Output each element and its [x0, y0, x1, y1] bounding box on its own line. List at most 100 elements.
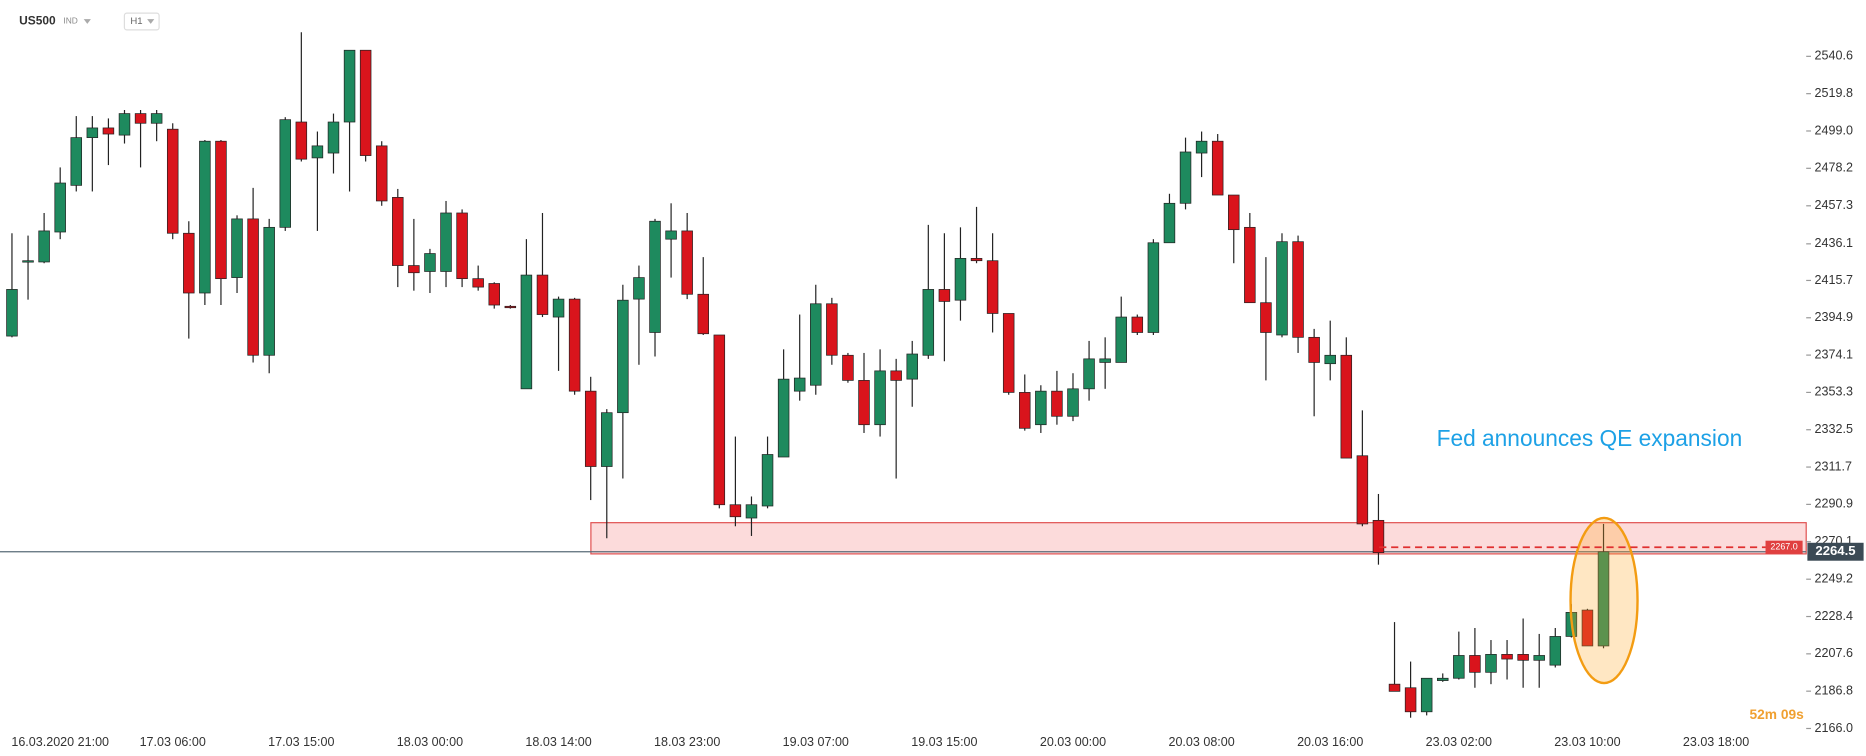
- candle-body: [697, 293, 709, 335]
- candle-body: [1356, 455, 1369, 525]
- countdown: 52m 09s: [1750, 707, 1805, 722]
- candle-body: [1002, 313, 1015, 393]
- order-price-label: 2267.0: [1770, 542, 1797, 552]
- candle-body: [1228, 194, 1240, 231]
- candle-body: [1211, 140, 1224, 196]
- candle-body: [118, 113, 131, 136]
- candle-body: [488, 283, 500, 306]
- y-tick-label: 2394.9: [1815, 310, 1853, 324]
- y-tick-label: 2228.4: [1815, 609, 1853, 623]
- y-tick-label: 2519.8: [1815, 86, 1853, 100]
- x-tick-label: 23.03 02:00: [1426, 735, 1492, 749]
- x-tick-label: 23.03 18:00: [1683, 735, 1749, 749]
- candle-body: [1067, 388, 1079, 417]
- last-price-box: [1807, 542, 1864, 561]
- timeframe-box[interactable]: [123, 12, 160, 31]
- candle-body: [1485, 654, 1497, 673]
- candle-body: [745, 504, 758, 519]
- candle-body: [472, 278, 484, 288]
- candle-body: [343, 49, 356, 123]
- y-tick-label: 2290.9: [1815, 497, 1853, 511]
- candle-body: [1372, 519, 1385, 554]
- candle-body: [1453, 655, 1465, 679]
- x-tick-label: 17.03 06:00: [140, 735, 206, 749]
- last-price-label: 2264.5: [1815, 543, 1855, 558]
- candle-body: [1051, 390, 1063, 417]
- x-tick-label: 20.03 08:00: [1168, 735, 1234, 749]
- y-tick-label: 2436.1: [1815, 236, 1853, 250]
- y-tick-label: 2166.0: [1815, 721, 1853, 735]
- candle-body: [424, 253, 436, 272]
- y-tick-label: 2374.1: [1815, 347, 1853, 361]
- candle-body: [810, 303, 822, 386]
- x-tick-label: 18.03 00:00: [397, 735, 463, 749]
- candle-body: [761, 454, 774, 507]
- candle-body: [1035, 390, 1047, 426]
- order-price-box: [1765, 540, 1803, 554]
- candle-body: [665, 230, 677, 240]
- candle-body: [938, 289, 951, 302]
- x-tick-label: 17.03 15:00: [268, 735, 334, 749]
- candle-body: [1404, 687, 1417, 713]
- candle-body: [1437, 677, 1449, 681]
- x-tick-label: 16.03.2020 21:00: [11, 735, 109, 749]
- candle-body: [1099, 358, 1111, 363]
- candle-body: [793, 377, 806, 392]
- candle-body: [150, 113, 163, 124]
- candle-body: [231, 218, 243, 278]
- candle-body: [1581, 609, 1594, 647]
- candle-body: [6, 289, 18, 337]
- annotation: Fed announces QE expansion: [1437, 425, 1743, 451]
- candle-body: [1388, 683, 1401, 692]
- timeframe: H1: [130, 16, 142, 27]
- candle-body: [54, 182, 66, 233]
- candle-body: [1083, 358, 1095, 390]
- candle-body: [1260, 302, 1272, 333]
- candle-body: [1324, 354, 1336, 365]
- candle-body: [970, 258, 983, 262]
- y-tick-label: 2540.6: [1815, 49, 1853, 63]
- candle-body: [359, 49, 372, 156]
- candle-body: [38, 230, 50, 263]
- candle-body: [1131, 316, 1144, 333]
- y-tick-label: 2353.3: [1815, 385, 1853, 399]
- candle-body: [166, 128, 179, 234]
- candle-body: [826, 303, 838, 356]
- candle-body: [408, 265, 420, 274]
- y-tick-label: 2332.5: [1815, 422, 1853, 436]
- y-tick-label: 2207.6: [1815, 646, 1853, 660]
- x-tick-label: 18.03 14:00: [525, 735, 591, 749]
- dropdown-arrow[interactable]: [83, 19, 91, 24]
- candle-body: [633, 277, 645, 300]
- candle-body: [1179, 151, 1192, 204]
- candle-body: [1469, 655, 1481, 673]
- candle-body: [1147, 242, 1160, 333]
- y-tick-label: 2415.7: [1815, 273, 1853, 287]
- candle-body: [183, 232, 195, 294]
- dropdown-arrow: [147, 19, 155, 24]
- candle-body: [247, 218, 259, 356]
- candle-body: [520, 274, 533, 390]
- x-tick-label: 20.03 16:00: [1297, 735, 1363, 749]
- candle-body: [375, 145, 388, 202]
- candle-body: [568, 298, 581, 392]
- candle-body: [504, 305, 517, 309]
- candle-body: [681, 230, 693, 295]
- candle-body: [1517, 654, 1529, 661]
- candle-body: [890, 370, 902, 381]
- candle-body: [617, 299, 629, 414]
- candle-body: [456, 212, 468, 280]
- candle-body: [906, 353, 918, 380]
- candle-body: [22, 260, 34, 263]
- candle-body: [1244, 226, 1256, 304]
- candle-body: [601, 412, 613, 467]
- y-tick-label: 2499.0: [1815, 123, 1853, 137]
- candle-body: [134, 113, 147, 124]
- candle-body: [713, 334, 726, 506]
- y-tick-label: 2249.2: [1815, 572, 1853, 586]
- candle-body: [440, 212, 452, 272]
- candle-body: [842, 354, 854, 381]
- candle-body: [86, 127, 99, 138]
